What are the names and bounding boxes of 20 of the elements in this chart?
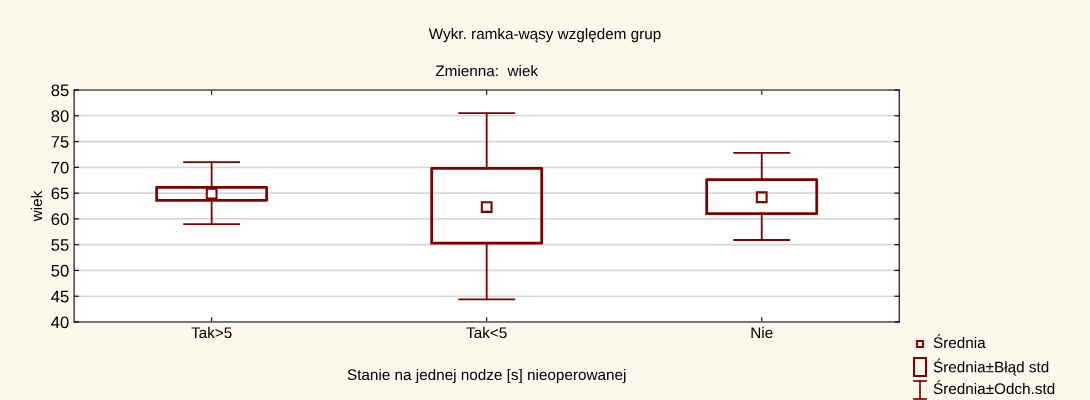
y-tick-label: 45 xyxy=(51,290,69,303)
text: Średnia xyxy=(933,334,986,349)
y-tick-label: 65 xyxy=(51,187,69,200)
x-tick-label: Tak<5 xyxy=(466,326,507,339)
y-tick-label: 55 xyxy=(51,239,69,251)
x-axis-title: Stanie na jednej nodze [s] nieoperowanej xyxy=(347,368,626,384)
text: Średnia±Błąd std xyxy=(933,358,1049,376)
chart-subtitle: Zmienna: wiek xyxy=(435,65,539,77)
x-tick-label: Tak>5 xyxy=(191,326,232,339)
y-tick-label: 85 xyxy=(51,84,69,97)
y-tick-label: 75 xyxy=(51,136,69,148)
y-axis-title: wiek xyxy=(30,190,43,222)
chart-title: Wykr. ramka-wąsy względem grup xyxy=(428,28,661,43)
y-tick-label: 40 xyxy=(51,316,69,329)
text: Średnia±Odch.std xyxy=(933,380,1055,395)
x-tick-label: Nie xyxy=(751,326,773,339)
y-tick-label: 50 xyxy=(51,264,69,277)
y-tick-label: 70 xyxy=(51,161,69,174)
y-tick-label: 80 xyxy=(51,110,69,122)
y-tick-label: 60 xyxy=(51,213,69,226)
